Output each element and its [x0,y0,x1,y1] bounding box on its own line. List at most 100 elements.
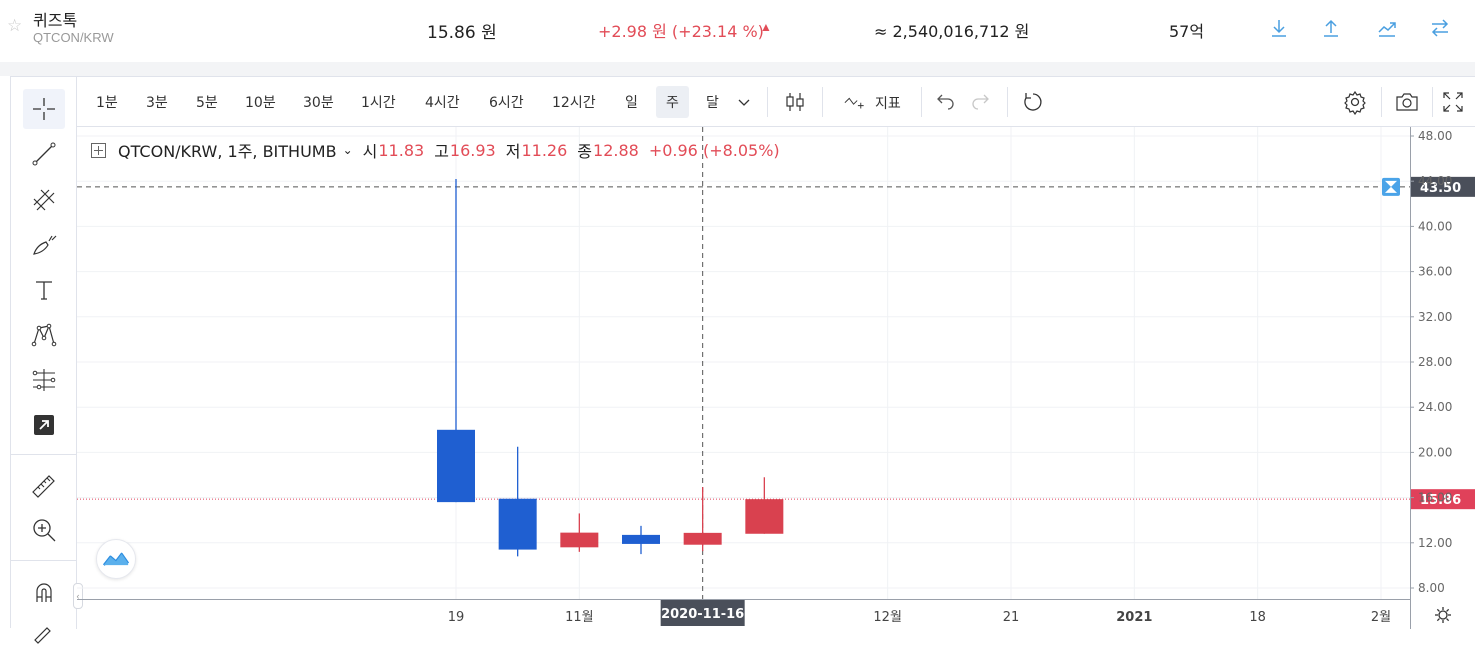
gear-tooth [1436,608,1440,612]
price-tick-label: 20.00 [1418,445,1452,459]
crosshair-price-label: 43.50 [1420,181,1461,196]
interval-3m[interactable]: 3분 [146,95,168,111]
interval-day[interactable]: 일 [625,95,638,111]
reload-button[interactable] [1019,88,1047,116]
redo-button[interactable] [967,88,995,116]
interval-5m[interactable]: 5분 [196,95,218,111]
magnet-tool[interactable] [23,572,65,612]
legend-close-label: 종 [577,142,593,161]
chart-type-button[interactable] [781,88,809,116]
zoom-tool[interactable] [23,510,65,550]
interval-month[interactable]: 달 [706,95,719,111]
legend-low: 11.26 [521,140,568,160]
magnet-icon [36,583,52,602]
price-chart[interactable]: 15.86 43.50 2020-11-16 48.00 44.00 40.00 36.0… [77,127,1475,629]
interval-dropdown[interactable] [734,88,754,116]
candle-body [498,498,537,550]
interval-1h[interactable]: 1시간 [361,95,396,111]
pattern-tool[interactable] [23,315,65,355]
interval-4h[interactable]: 4시간 [425,95,460,111]
trend-line-tool[interactable] [23,134,65,174]
upload-button[interactable] [1317,14,1345,42]
candle-body [560,532,599,548]
coin-pair: QTCON/KRW [33,30,114,45]
brush-icon [33,235,57,255]
last-price-badge [1411,489,1475,510]
zoom-in-icon [33,519,56,542]
ruler-icon [32,475,55,498]
current-price: 15.86 원 [427,23,497,43]
indicators-label[interactable]: 지표 [875,96,901,112]
undo-button[interactable] [931,88,959,116]
logo-icon [102,552,130,566]
market-cap: 57억 [1169,22,1205,41]
camera-icon [1396,93,1418,111]
trend-line-icon [32,142,56,166]
drawing-toolbar: ‹ [11,77,83,644]
price-tick-label: 48.00 [1418,129,1452,143]
fib-icon [33,189,55,211]
candles [437,178,784,557]
text-icon [36,281,52,300]
fib-tool[interactable] [23,180,65,220]
ticker-bar: ☆ 퀴즈톡 QTCON/KRW 15.86 원 +2.98 원 (+23.14 … [0,0,1475,62]
fullscreen-icon [1443,92,1463,112]
indicators-icon [844,97,864,109]
upload-icon [1324,19,1338,37]
toolbar-separator [1381,87,1382,117]
legend-low-label: 저 [505,142,521,161]
screenshot-button[interactable] [1393,88,1421,116]
arrow-tool[interactable] [23,405,65,445]
pencil-icon [34,627,51,644]
forecast-tool[interactable] [23,360,65,400]
fullscreen-button[interactable] [1439,88,1467,116]
candle-type-icon [786,93,804,111]
price-tick-label: 24.00 [1418,400,1452,414]
interval-12h[interactable]: 12시간 [552,95,596,111]
crosshair-tool[interactable] [23,89,65,129]
download-icon [1272,20,1286,37]
arrow-icon [34,415,54,435]
hourglass-icon [1385,180,1397,193]
toolbar-separator [921,87,922,117]
toolbar-separator [822,87,823,117]
crosshair-date-label: 2020-11-16 [661,607,744,622]
reference-lines: 15.86 43.50 2020-11-16 [77,127,1475,626]
interval-6h[interactable]: 6시간 [489,95,524,111]
swap-button[interactable] [1426,14,1454,42]
interval-10m[interactable]: 10분 [245,95,276,111]
price-tick-label: 28.00 [1418,355,1452,369]
trend-button[interactable] [1373,14,1401,42]
legend-high-label: 고 [434,142,449,161]
collapse-toolbar-button[interactable]: ‹ [73,583,83,609]
chart-area[interactable]: 15.86 43.50 2020-11-16 48.00 44.00 40.00 36.0… [77,127,1475,629]
interval-30m[interactable]: 30분 [303,95,334,111]
chart-toolbar: 1분 3분 5분 10분 30분 1시간 4시간 6시간 12시간 일 주 달 … [77,77,1475,127]
favorite-star-icon[interactable]: ☆ [7,16,23,35]
crosshair-icon [33,98,55,120]
lock-tool[interactable] [23,615,65,655]
indicators-button[interactable] [837,88,873,116]
legend-close: 12.88 [593,140,639,160]
collapse-legend-icon[interactable] [91,142,106,158]
ruler-tool[interactable] [23,465,65,505]
price-change: +2.98 원 (+23.14 %) [598,22,764,41]
text-tool[interactable] [23,270,65,310]
interval-1m[interactable]: 1분 [96,95,118,111]
gear-tooth [1446,618,1450,622]
brush-tool[interactable] [23,225,65,265]
undo-icon [937,94,954,110]
settings-button[interactable] [1341,88,1369,116]
legend-symbol[interactable]: QTCON/KRW, 1주, BITHUMB [118,142,337,161]
up-arrow-icon: ▲ [760,20,772,34]
legend-open-label: 시 [362,142,378,161]
time-tick-label: 18 [1249,610,1266,625]
forecast-icon [32,369,56,391]
coin-name: 퀴즈톡 [33,11,78,30]
tradingview-logo[interactable] [96,539,136,579]
price-tick-label: 12.00 [1418,536,1452,550]
chevron-down-icon[interactable]: ⌄ [342,143,353,157]
price-tick-label: 8.00 [1418,581,1445,595]
download-button[interactable] [1265,14,1293,42]
interval-week[interactable]: 주 [656,86,689,118]
